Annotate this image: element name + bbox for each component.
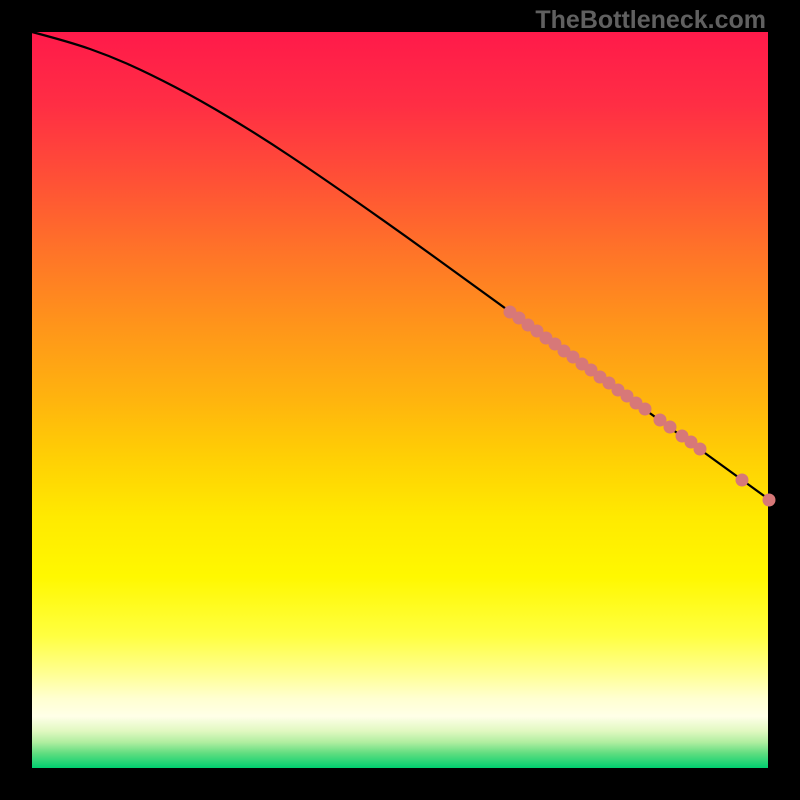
plot-background: [32, 32, 768, 768]
data-marker: [736, 474, 749, 487]
data-marker: [694, 443, 707, 456]
data-marker: [664, 421, 677, 434]
data-marker: [763, 494, 776, 507]
bottleneck-chart: [0, 0, 800, 800]
data-marker: [639, 403, 652, 416]
watermark-text: TheBottleneck.com: [535, 6, 766, 35]
